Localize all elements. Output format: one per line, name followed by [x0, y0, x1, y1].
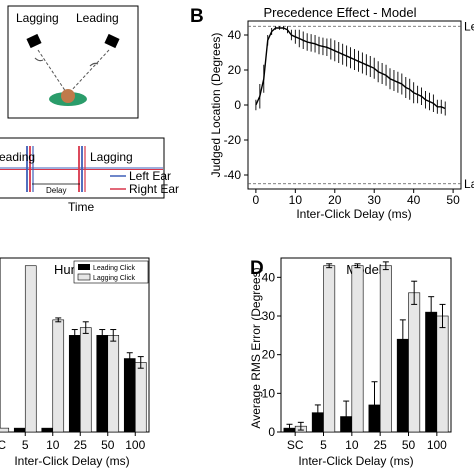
leading-sound-path [69, 49, 110, 93]
chart-c-bar-lagging [79, 327, 92, 433]
chart-b-ytick-label: 40 [228, 28, 242, 42]
panel-b-letter: B [190, 6, 204, 27]
chart-d-xlabel: Inter-Click Delay (ms) [298, 454, 413, 468]
chart-c-xtick-label: 10 [46, 438, 60, 452]
leading-speaker-label: Leading [76, 11, 119, 25]
chart-c-bar-leading [13, 427, 26, 433]
chart-d-ytick-label: 20 [262, 348, 276, 362]
panel-d-letter: D [250, 258, 264, 279]
chart-b-xtick-label: 0 [253, 193, 260, 207]
chart-c-bar-lagging [52, 319, 65, 433]
chart-c-xtick-label: 100 [125, 438, 145, 452]
chart-d-bar-lagging [351, 265, 364, 433]
chart-c-bar-leading [68, 335, 81, 433]
precedence-effect-chart: B Precedence Effect - Model Le La 0 10 20 3… [190, 5, 474, 221]
chart-c-legend: Leading Click Lagging Click [73, 260, 149, 284]
chart-d-ytick-label: 0 [268, 425, 275, 439]
chart-d-ytick-label: 40 [262, 270, 276, 284]
chart-c-bar-lagging [107, 335, 120, 433]
lagging-click-legend-label: Lagging Click [93, 275, 136, 282]
chart-d-ticks: SC 5 10 25 50 100 0 10 20 30 40 [262, 270, 448, 452]
timeline-leading-label: eading [0, 150, 35, 164]
chart-b-xtick-label: 20 [328, 193, 342, 207]
chart-d-xtick-label: 10 [345, 438, 359, 452]
chart-c-bar-lagging [0, 427, 10, 433]
chart-b-ticks: 0 10 20 30 40 50 -40 -20 0 20 40 [224, 28, 460, 207]
chart-d-ytick-label: 30 [262, 309, 276, 323]
lagging-wave-icon [34, 57, 44, 62]
chart-c-ticks: SC 5 10 25 50 100 [0, 432, 146, 452]
chart-c-bar-lagging [24, 265, 37, 433]
lagging-speaker-icon [26, 33, 42, 49]
chart-b-xtick-label: 50 [446, 193, 460, 207]
chart-d-xtick-label: 25 [373, 438, 387, 452]
chart-b-ytick-label: -20 [224, 133, 242, 147]
chart-c-xtick-label: SC [0, 438, 6, 452]
chart-c-bar-leading [41, 427, 54, 433]
chart-b-title: Precedence Effect - Model [264, 5, 417, 20]
chart-c-bars [0, 265, 147, 433]
leading-reference-label: Le [464, 19, 474, 33]
right-ear-legend-label: Right Ear [129, 182, 179, 196]
click-timeline-panel: eading Lagging Delay Left Ear Right Ear … [0, 137, 179, 214]
chart-c-bar-leading [96, 335, 109, 433]
chart-d-bar-lagging [323, 265, 336, 433]
chart-d-bars [283, 261, 449, 433]
chart-c-bar-lagging [134, 362, 147, 433]
chart-b-ytick-label: 0 [234, 98, 241, 112]
leading-click-legend-label: Leading Click [93, 265, 136, 272]
chart-b-error-bars [255, 26, 446, 116]
listener-head-icon [61, 89, 75, 103]
delay-label: Delay [46, 186, 66, 195]
lagging-reference-label: La [464, 177, 474, 191]
leading-click-swatch [78, 264, 90, 270]
lagging-speaker-label: Lagging [16, 11, 59, 25]
judged-location-line [255, 27, 446, 110]
timeline-lagging-label: Lagging [90, 150, 133, 164]
chart-c-xlabel: Inter-Click Delay (ms) [14, 454, 129, 468]
chart-b-ytick-label: 20 [228, 63, 242, 77]
chart-d-xtick-label: 100 [427, 438, 447, 452]
lagging-click-swatch [77, 273, 91, 281]
time-axis-label: Time [68, 200, 95, 214]
chart-c-legend-box [73, 260, 149, 284]
chart-b-ylabel: Judged Location (Degrees) [209, 33, 223, 178]
human-bar-chart: Human Leading Click Lagging Click SC5102… [0, 257, 150, 468]
chart-d-plot-frame [280, 257, 452, 433]
chart-d-xtick-label: 50 [402, 438, 416, 452]
chart-d-ylabel: Average RMS Error (Degrees) [249, 267, 263, 428]
chart-d-bar-lagging [379, 265, 392, 433]
chart-d-bar-lagging [408, 292, 421, 433]
chart-c-xtick-label: 5 [22, 438, 29, 452]
chart-b-xlabel: Inter-Click Delay (ms) [296, 207, 411, 221]
chart-b-xtick-label: 10 [289, 193, 303, 207]
chart-d-bar-lagging [436, 315, 449, 433]
chart-c-xtick-label: 25 [74, 438, 88, 452]
left-ear-legend-label: Left Ear [129, 169, 171, 183]
panel-a-schematic: Lagging Leading [7, 5, 139, 119]
leading-speaker-icon [104, 33, 120, 49]
chart-d-xtick-label: 5 [320, 438, 327, 452]
chart-c-xtick-label: 50 [101, 438, 115, 452]
lagging-sound-path [37, 49, 67, 93]
chart-c-bar-leading [123, 358, 136, 433]
chart-b-xtick-label: 40 [407, 193, 421, 207]
chart-b-ytick-label: -40 [224, 168, 242, 182]
chart-b-xtick-label: 30 [368, 193, 382, 207]
chart-d-bar-leading [425, 311, 438, 433]
chart-d-xtick-label: SC [287, 438, 304, 452]
leading-wave-icon [89, 62, 99, 67]
chart-d-ytick-label: 10 [262, 386, 276, 400]
